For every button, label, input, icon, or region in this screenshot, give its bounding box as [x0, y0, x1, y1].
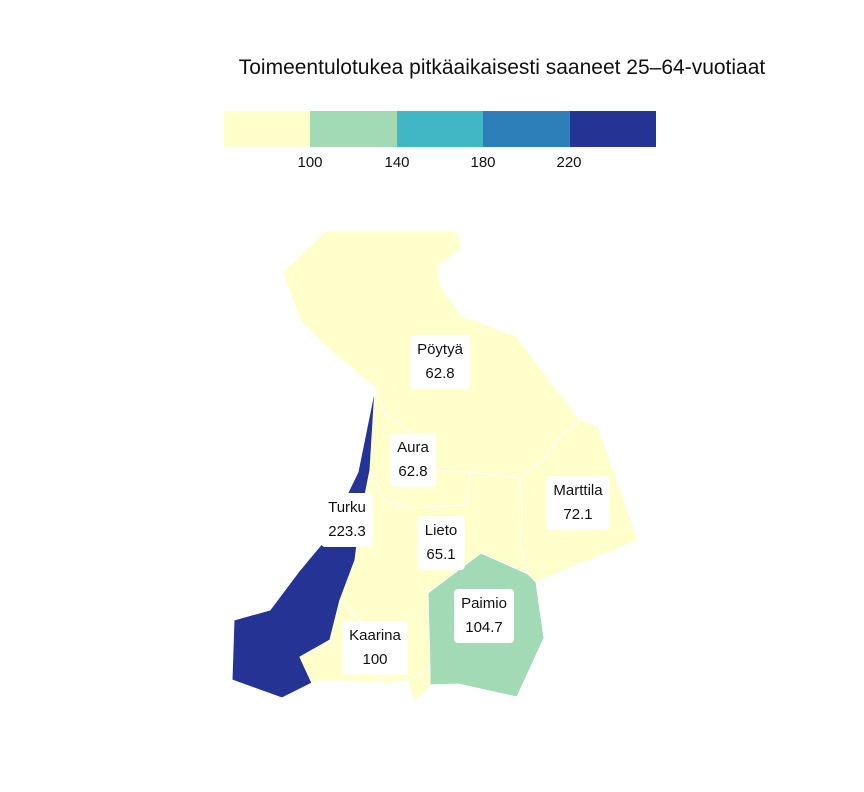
region-value: 100: [362, 651, 388, 668]
region-value: 104.7: [465, 619, 503, 636]
region-label-aura: Aura 62.8: [390, 433, 436, 487]
legend-tick: 140: [384, 154, 410, 171]
region-value: 62.8: [425, 365, 455, 382]
legend-tick: 100: [297, 154, 323, 171]
region-name: Turku: [328, 499, 366, 516]
legend-swatch-2: [310, 111, 397, 147]
region-label-marttila: Marttila 72.1: [546, 476, 610, 530]
region-name: Aura: [397, 439, 429, 456]
region-name: Lieto: [424, 522, 458, 539]
region-name: Paimio: [461, 595, 507, 612]
legend-swatch-5: [569, 111, 657, 147]
region-label-kaarina: Kaarina 100: [342, 621, 408, 675]
legend-ticks: 100 140 180 220: [0, 154, 864, 176]
legend-tick: 180: [470, 154, 496, 171]
region-name: Kaarina: [349, 627, 401, 644]
legend-swatch-1: [224, 111, 311, 147]
color-legend: [224, 111, 657, 147]
region-value: 223.3: [328, 523, 366, 540]
region-label-paimio: Paimio 104.7: [454, 589, 514, 643]
map-title: Toimeentulotukea pitkäaikaisesti saaneet…: [238, 56, 766, 79]
legend-tick: 220: [556, 154, 582, 171]
region-label-poytya: Pöytyä 62.8: [410, 335, 470, 389]
region-name: Marttila: [553, 482, 603, 499]
region-value: 65.1: [426, 546, 456, 563]
region-name: Pöytyä: [417, 341, 463, 358]
region-label-turku: Turku 223.3: [321, 493, 373, 547]
region-value: 62.8: [398, 463, 428, 480]
legend-swatch-4: [483, 111, 570, 147]
legend-swatch-3: [396, 111, 484, 147]
region-label-lieto: Lieto 65.1: [417, 516, 465, 570]
region-value: 72.1: [563, 506, 593, 523]
